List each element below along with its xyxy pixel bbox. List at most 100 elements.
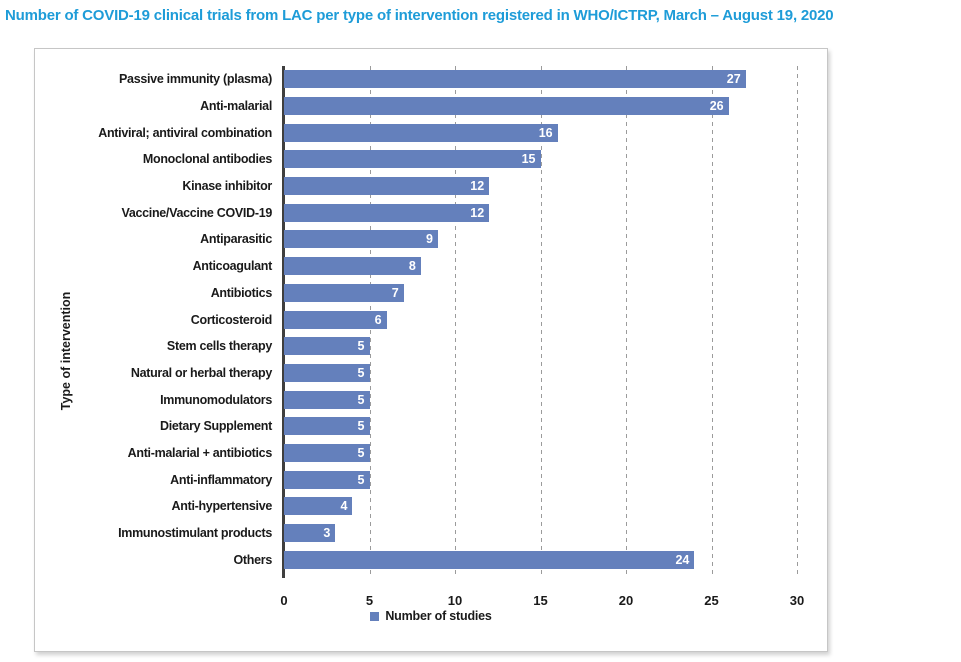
bar-track: 4 [284,497,797,516]
bar-row: Others 24 [35,546,797,573]
bar-track: 8 [284,257,797,276]
gridline [797,66,798,578]
category-label: Anti-malarial [200,99,272,114]
gridline [455,66,456,578]
bar: 5 [284,363,370,382]
category-label: Antiviral; antiviral combination [98,125,272,140]
bar-track: 6 [284,310,797,329]
bar-value-label: 15 [521,152,536,167]
bar: 5 [284,337,370,356]
y-axis-line [282,66,285,578]
gridline [540,66,542,578]
bar-value-label: 5 [357,472,365,487]
category-label: Vaccine/Vaccine COVID-19 [121,205,272,220]
bar: 27 [284,70,746,89]
x-tick-label: 10 [447,593,463,608]
bar: 12 [284,203,490,222]
bar: 9 [284,230,438,249]
bar: 7 [284,283,404,302]
bar-value-label: 5 [357,392,365,407]
bar: 4 [284,497,353,516]
category-label: Kinase inhibitor [182,179,272,194]
bar-value-label: 27 [726,72,741,87]
bar-value-label: 6 [374,312,382,327]
bar-row: Anti-malarial 26 [35,93,797,120]
bar: 6 [284,310,387,329]
bar-row: Antiparasitic 9 [35,226,797,253]
bar-value-label: 5 [357,419,365,434]
bar-row: Immunostimulant products 3 [35,520,797,547]
bar-value-label: 5 [357,339,365,354]
bar-track: 12 [284,203,797,222]
bar-row: Anti-malarial + antibiotics 5 [35,440,797,467]
category-label: Monoclonal antibodies [142,152,272,167]
bar: 26 [284,97,729,116]
bar-track: 27 [284,70,797,89]
bar-row: Monoclonal antibodies 15 [35,146,797,173]
legend: Number of studies [35,609,827,623]
bar-row: Stem cells therapy 5 [35,333,797,360]
legend-label: Number of studies [385,609,492,623]
bar-value-label: 5 [357,445,365,460]
category-label: Others [233,552,273,567]
bar-value-label: 24 [675,552,690,567]
bar-row: Dietary Supplement 5 [35,413,797,440]
bar-row: Antiviral; antiviral combination 16 [35,119,797,146]
bar-track: 5 [284,470,797,489]
category-label: Passive immunity (plasma) [119,72,272,87]
bar-row: Corticosteroid 6 [35,306,797,333]
category-label: Anti-malarial + antibiotics [127,445,273,460]
bar-track: 7 [284,283,797,302]
bar: 5 [284,470,370,489]
gridline [711,66,713,578]
bar-value-label: 26 [709,99,724,114]
bar-track: 26 [284,97,797,116]
bar-track: 5 [284,390,797,409]
bar-track: 3 [284,524,797,543]
category-label: Antiparasitic [200,232,272,247]
bar-value-label: 7 [391,285,399,300]
bar-row: Kinase inhibitor 12 [35,173,797,200]
bar-track: 5 [284,417,797,436]
bar: 16 [284,123,558,142]
bar-row: Natural or herbal therapy 5 [35,360,797,387]
category-label: Stem cells therapy [166,339,272,354]
bar: 5 [284,390,370,409]
category-label: Corticosteroid [190,312,273,327]
bar-track: 5 [284,337,797,356]
x-tick-label: 30 [789,593,805,608]
legend-swatch-icon [370,611,380,621]
category-label: Anti-hypertensive [171,499,273,514]
bar-value-label: 8 [408,259,416,274]
bar-value-label: 16 [538,125,553,140]
category-label: Dietary Supplement [160,419,272,434]
x-tick-label: 20 [618,593,634,608]
chart-panel: Type of intervention Passive immunity (p… [34,48,828,652]
bar-value-label: 12 [470,205,485,220]
bar-track: 16 [284,123,797,142]
bar-value-label: 9 [425,232,433,247]
bar-row: Antibiotics 7 [35,280,797,307]
bar-track: 24 [284,550,797,569]
bars-area: Passive immunity (plasma) 27 Anti-malarial… [35,66,797,573]
category-label: Immunostimulant products [118,526,272,541]
bar-track: 15 [284,150,797,169]
bar: 5 [284,417,370,436]
bar-track: 12 [284,177,797,196]
bar-value-label: 5 [357,365,365,380]
x-tick-label: 15 [533,593,548,608]
category-label: Anti-inflammatory [170,472,272,487]
bar-row: Anticoagulant 8 [35,253,797,280]
x-tick-label: 25 [704,593,719,608]
bar: 5 [284,443,370,462]
category-label: Immunomodulators [160,392,272,407]
bar-row: Anti-hypertensive 4 [35,493,797,520]
bar-track: 5 [284,363,797,382]
bar: 8 [284,257,421,276]
bar-value-label: 3 [323,526,331,541]
bar-track: 5 [284,443,797,462]
bar: 12 [284,177,490,196]
category-label: Natural or herbal therapy [130,365,272,380]
plot-area: Passive immunity (plasma) 27 Anti-malarial… [35,66,804,608]
bar-value-label: 4 [340,499,348,514]
